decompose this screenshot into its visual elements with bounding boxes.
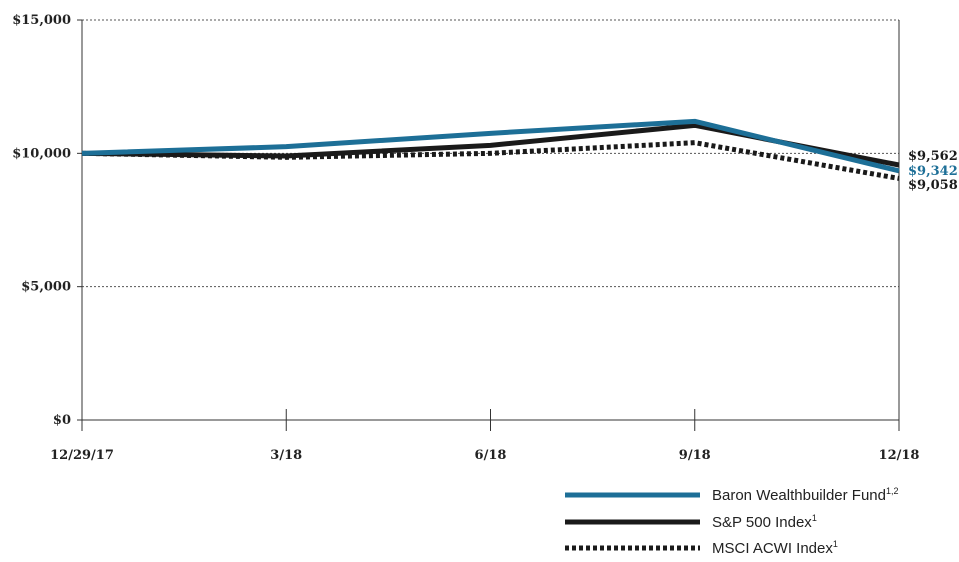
- end-value-label: $9,342: [908, 164, 958, 179]
- y-tick-label: $15,000: [12, 13, 71, 28]
- x-axis-ticks: 12/29/17 3/18 6/18 9/18 12/18: [50, 409, 919, 463]
- end-value-label: $9,562: [908, 149, 958, 164]
- series-line: [81, 118, 900, 174]
- axes: [81, 20, 900, 421]
- legend-label: MSCI ACWI Index1: [712, 539, 838, 557]
- x-tick-label: 12/18: [879, 448, 920, 463]
- x-tick-label: 9/18: [679, 448, 711, 463]
- series-lines: [81, 118, 900, 181]
- x-tick-label: 6/18: [475, 448, 507, 463]
- y-tick-label: $5,000: [21, 280, 71, 295]
- y-tick-label: $0: [53, 413, 71, 428]
- x-tick-label: 12/29/17: [50, 448, 114, 463]
- end-value-labels: $9,562$9,342$9,058: [908, 149, 958, 193]
- x-tick-label: 3/18: [270, 448, 302, 463]
- y-axis-ticks: $0 $5,000 $10,000 $15,000: [12, 13, 82, 428]
- legend: Baron Wealthbuilder Fund1,2 S&P 500 Index…: [565, 486, 899, 557]
- legend-label: S&P 500 Index1: [712, 513, 817, 531]
- legend-label: Baron Wealthbuilder Fund1,2: [712, 486, 899, 504]
- y-tick-label: $10,000: [12, 146, 71, 161]
- end-value-label: $9,058: [908, 178, 958, 193]
